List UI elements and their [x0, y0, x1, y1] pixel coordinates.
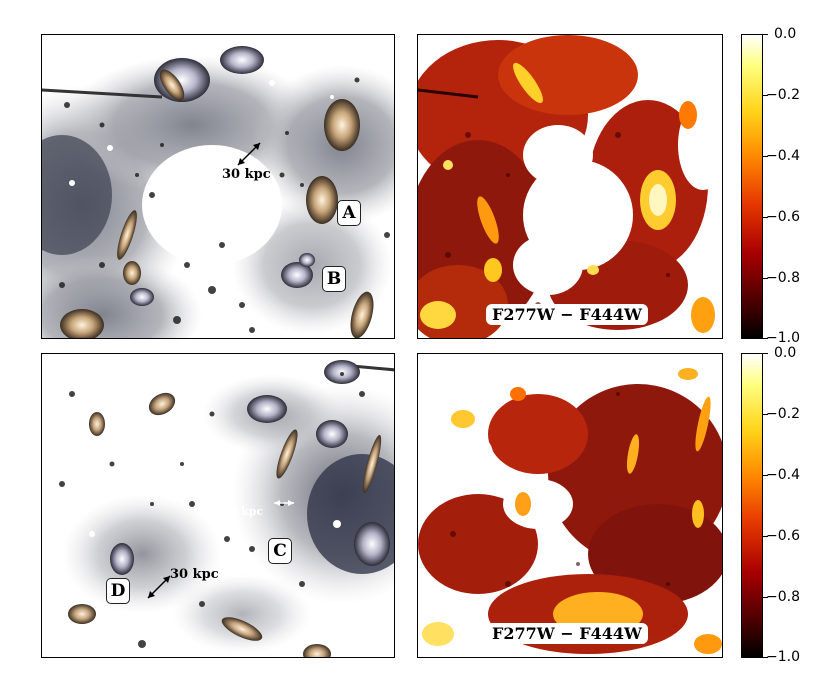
colorbar-bottom [741, 353, 763, 658]
colorbar-bottom-tickmark [763, 353, 768, 354]
colorbar-top-tick-5: −1.0 [766, 330, 800, 346]
colorbar-bottom-tick-0: 0.0 [774, 345, 797, 361]
scale-bar-label: 30 kpc [170, 567, 219, 582]
color-sources [420, 62, 715, 333]
colorbar-bottom-tickmark [763, 597, 768, 598]
region-label-b: B [322, 266, 346, 292]
colorbar-top-tickmark [763, 338, 768, 339]
scale-arrow-icon [147, 575, 171, 599]
colorbar-bottom-tickmark [763, 414, 768, 415]
colorbar-top-tick-2: −0.4 [766, 148, 800, 164]
bottom-right-color-map [418, 354, 722, 657]
top-left-image [42, 35, 394, 338]
colorbar-bottom-tickmark [763, 475, 768, 476]
colorbar-top-tick-4: −0.8 [766, 270, 800, 286]
bottom-left-image-panel: 15 kpc 30 kpc C D [41, 353, 395, 658]
colorbar-top-tickmark [763, 278, 768, 279]
region-label-c: C [268, 538, 292, 564]
filter-label: F277W − F444W [486, 623, 648, 644]
colorbar-top-tickmark [763, 95, 768, 96]
colorbar-top-tickmark [763, 156, 768, 157]
colorbar-top-tick-1: −0.2 [766, 87, 800, 103]
top-right-color-panel: F277W − F444W [417, 34, 723, 339]
filter-label: F277W − F444W [486, 304, 648, 325]
scale-bar-label: 30 kpc [222, 167, 271, 182]
bottom-right-color-panel: F277W − F444W [417, 353, 723, 658]
colorbar-bottom-tickmark [763, 536, 768, 537]
small-scale-arrow-icon [274, 500, 294, 506]
small-scale-bar-label: 15 kpc [222, 505, 264, 518]
colorbar-bottom-tick-5: −1.0 [766, 649, 800, 665]
top-right-color-map [418, 35, 722, 338]
colorbar-bottom-tick-4: −0.8 [766, 589, 800, 605]
colorbar-bottom-tick-2: −0.4 [766, 467, 800, 483]
colorbar-top [741, 34, 763, 339]
colorbar-top-tick-0: 0.0 [774, 26, 797, 42]
colorbar-top-tickmark [763, 34, 768, 35]
colorbar-bottom-tickmark [763, 657, 768, 658]
colorbar-top-tick-3: −0.6 [766, 209, 800, 225]
top-left-image-panel: 30 kpc A B [41, 34, 395, 339]
region-label-d: D [106, 578, 130, 604]
bottom-left-image [42, 354, 394, 657]
scale-arrow-icon [237, 142, 261, 166]
region-label-a: A [337, 200, 361, 226]
colorbar-bottom-tick-3: −0.6 [766, 528, 800, 544]
colorbar-bottom-tick-1: −0.2 [766, 406, 800, 422]
colorbar-top-tickmark [763, 217, 768, 218]
